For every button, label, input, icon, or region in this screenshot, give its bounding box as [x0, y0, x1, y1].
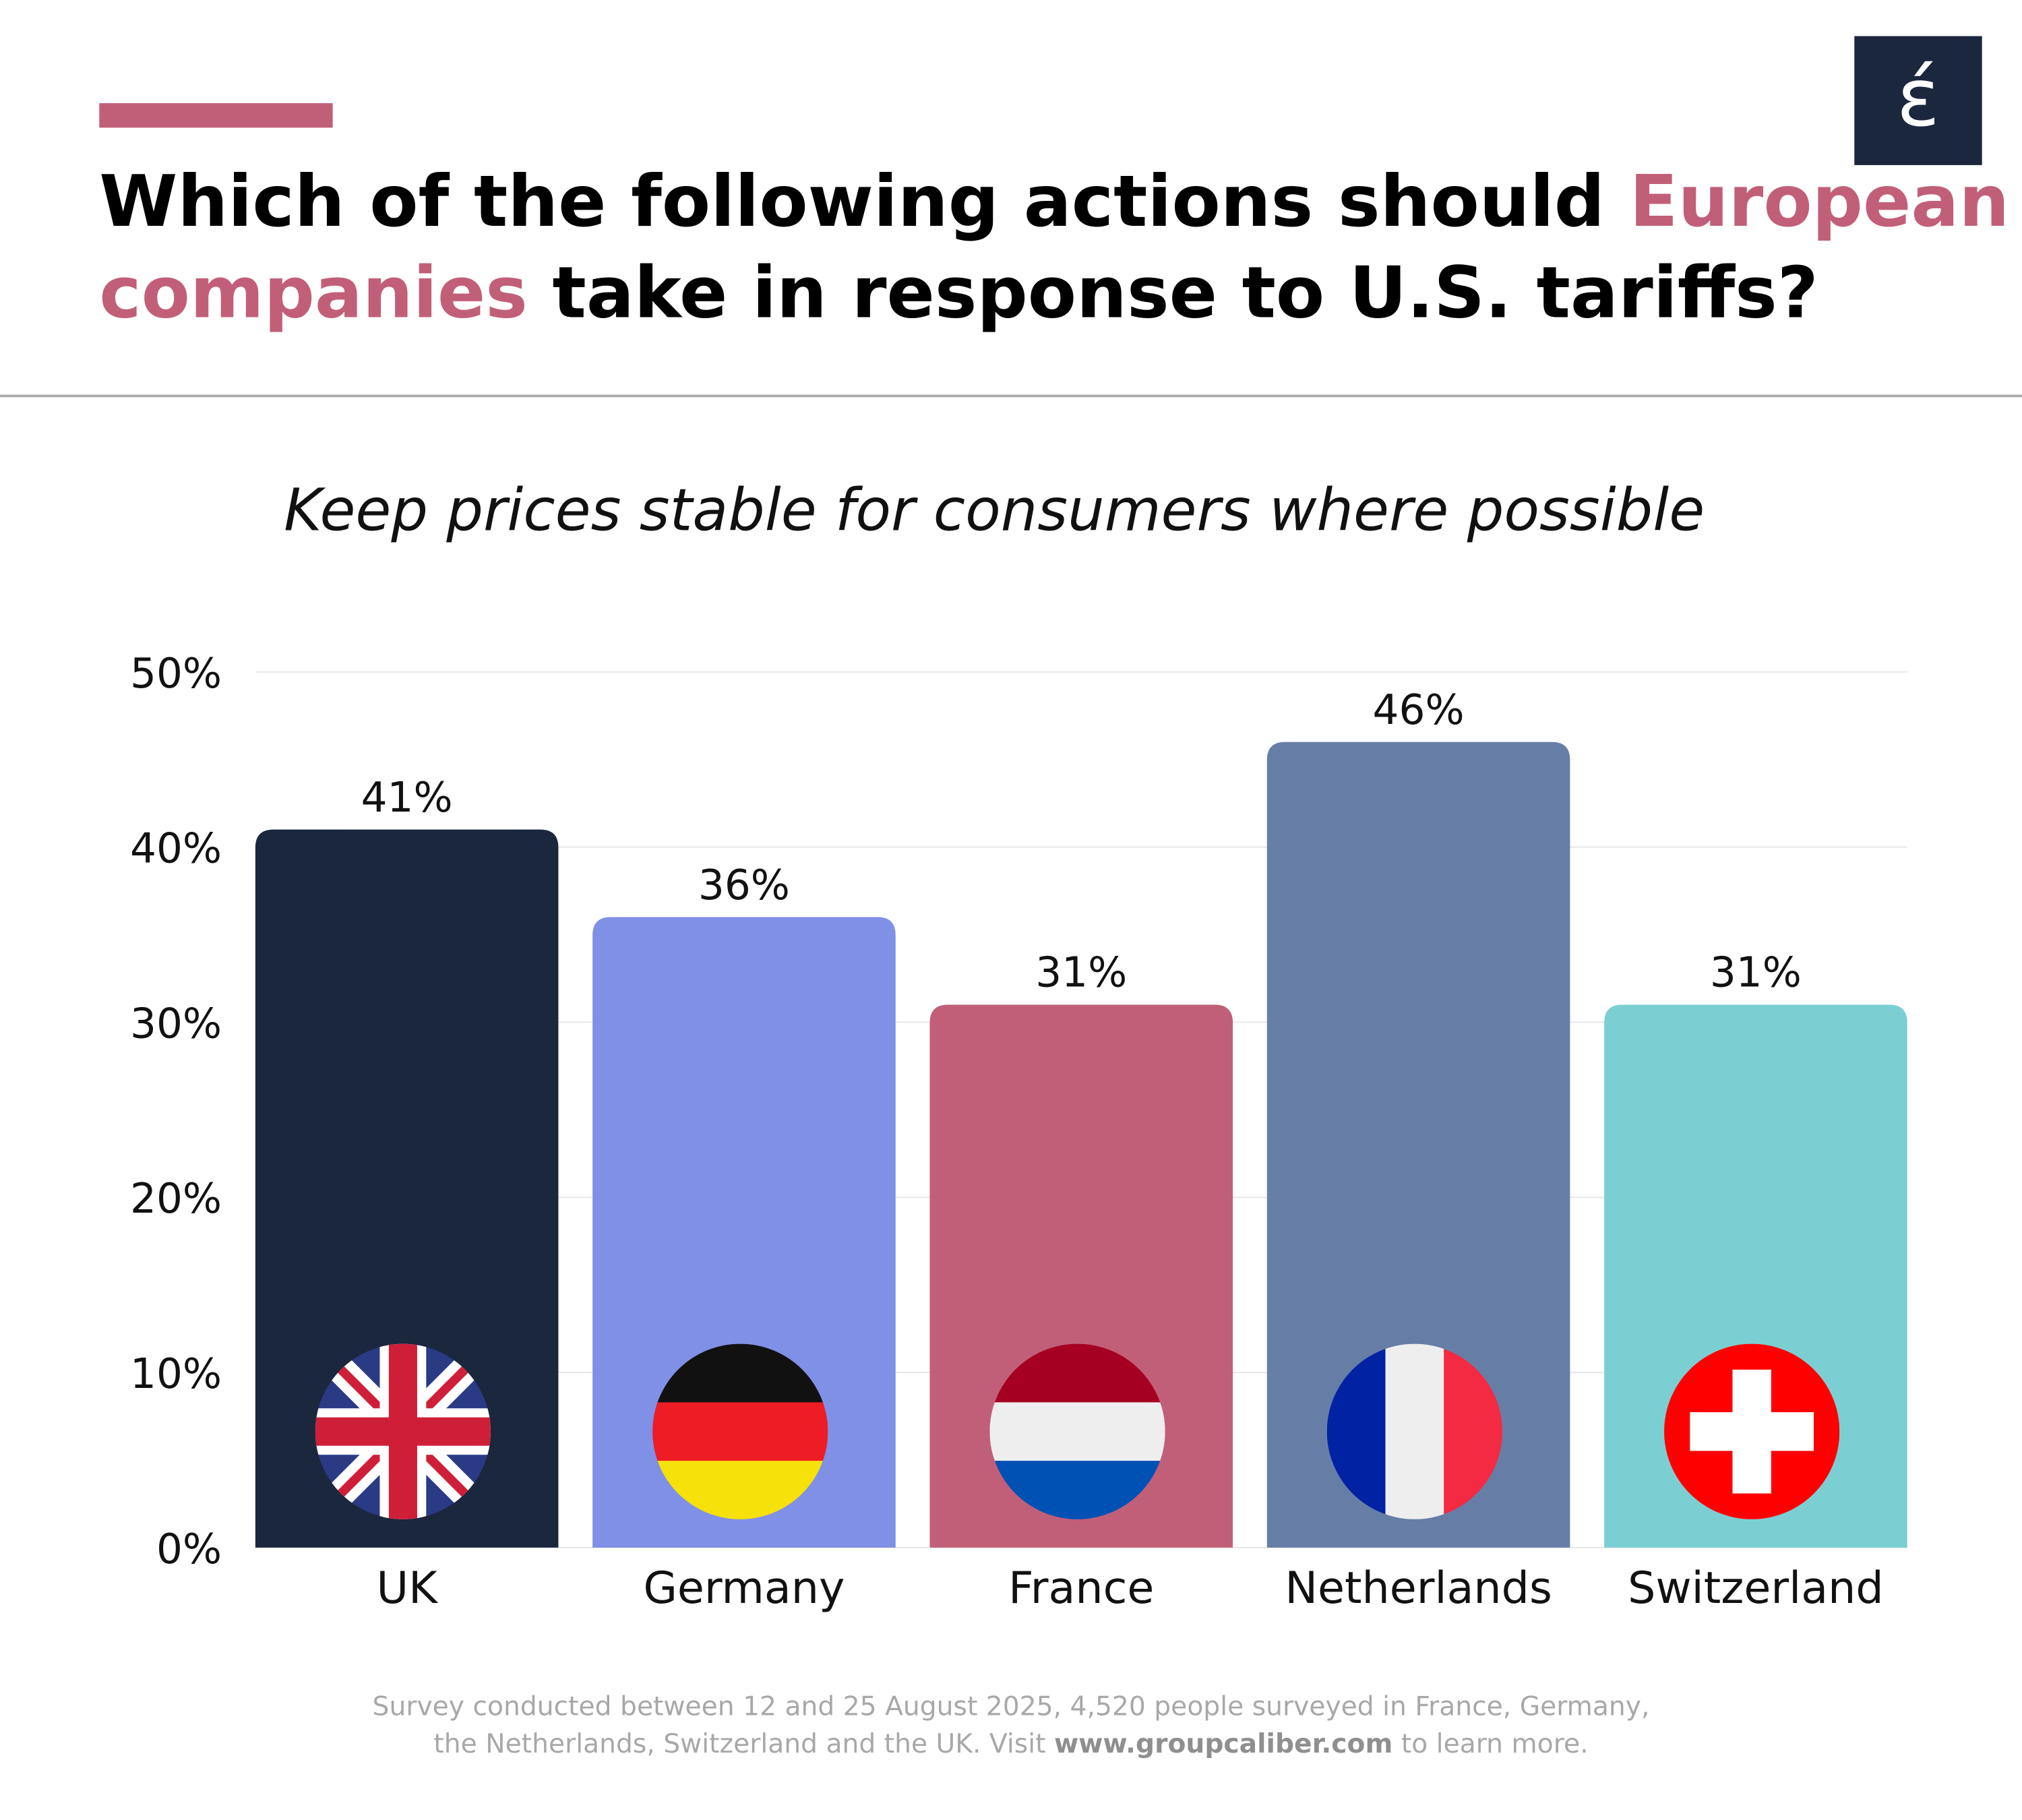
footnote: Survey conducted between 12 and 25 Augus… [373, 1692, 1650, 1722]
flag-icon [315, 1343, 491, 1519]
bar [255, 829, 559, 1548]
title-part: take in response to U.S. tariffs? [528, 251, 1818, 334]
value-label: 31% [1035, 949, 1127, 997]
flag-part [1732, 1369, 1771, 1494]
flag-icon [1664, 1343, 1840, 1519]
y-tick-label: 10% [130, 1350, 222, 1398]
bar [1266, 741, 1570, 1548]
value-label: 31% [1710, 949, 1802, 997]
flag-part [989, 1402, 1165, 1463]
chart-title: Which of the following actions should Eu… [99, 160, 2009, 243]
flag-part [1385, 1343, 1446, 1519]
y-tick-label: 20% [130, 1175, 222, 1223]
title-highlight: European [1630, 160, 2010, 243]
value-label: 41% [361, 774, 453, 822]
footnote-link: www.groupcaliber.com [1054, 1729, 1392, 1759]
x-tick-label: Germany [643, 1563, 845, 1614]
flag-part [652, 1402, 828, 1463]
flag-icon [652, 1343, 828, 1519]
y-tick-label: 40% [130, 825, 222, 873]
footnote-part: to learn more. [1392, 1729, 1588, 1759]
footnote-part: the Netherlands, Switzerland and the UK.… [433, 1729, 1054, 1759]
y-tick-label: 50% [130, 650, 222, 698]
logo-box [1854, 36, 1982, 165]
logo: έ [1897, 51, 1940, 144]
title-highlight: companies [99, 251, 528, 334]
x-tick-label: UK [377, 1563, 439, 1614]
accent-bar [99, 103, 333, 128]
chart-title: companies take in response to U.S. tarif… [99, 251, 1818, 334]
footnote: the Netherlands, Switzerland and the UK.… [433, 1729, 1588, 1759]
x-tick-label: Switzerland [1628, 1563, 1883, 1614]
flag-icon [1326, 1343, 1502, 1519]
x-tick-label: France [1008, 1563, 1154, 1614]
value-label: 46% [1373, 686, 1465, 734]
title-part: Which of the following actions should [99, 160, 1629, 243]
flag-icon [989, 1343, 1165, 1519]
y-tick-label: 0% [156, 1525, 222, 1573]
value-label: 36% [698, 861, 790, 909]
y-tick-label: 30% [130, 1000, 222, 1048]
x-tick-label: Netherlands [1285, 1563, 1552, 1614]
chart-subtitle: Keep prices stable for consumers where p… [284, 477, 1705, 544]
flag-part [388, 1343, 417, 1519]
